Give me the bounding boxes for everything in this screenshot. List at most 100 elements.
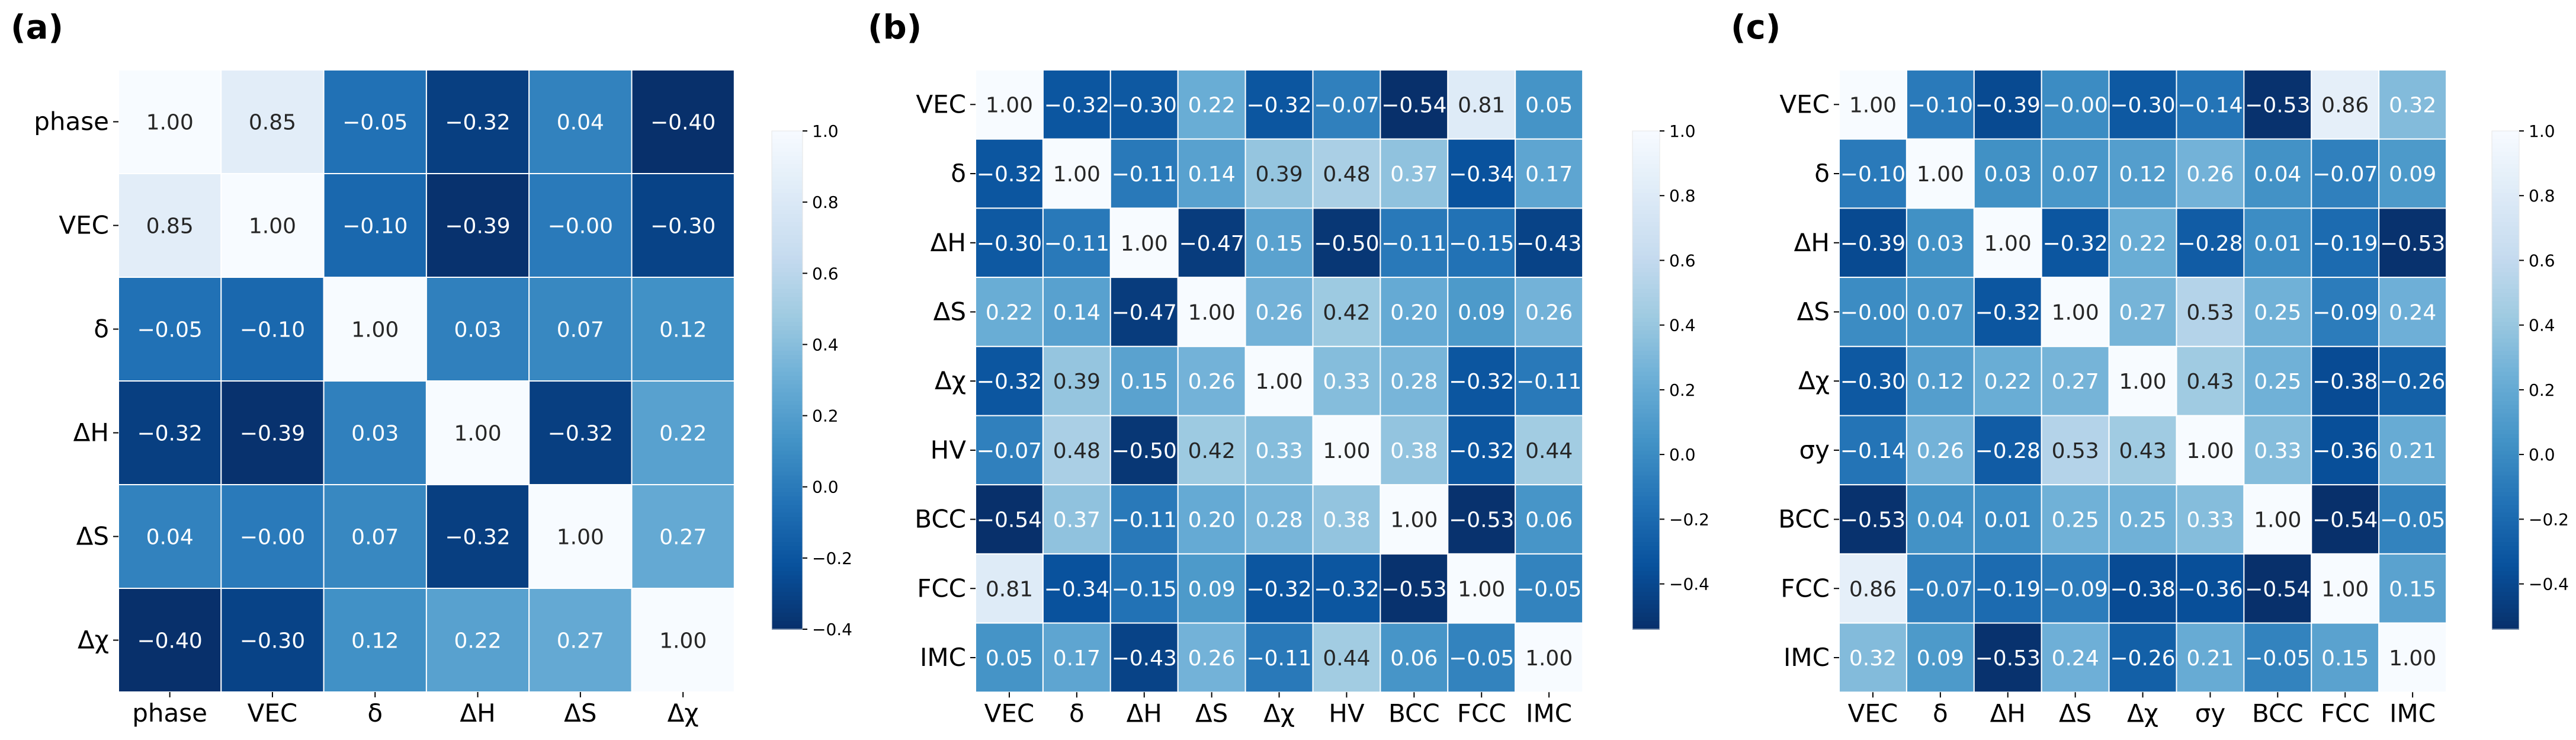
colorbar-segment xyxy=(2492,396,2519,402)
cell-value: −0.05 xyxy=(2380,508,2445,533)
cell-value: −0.32 xyxy=(1449,370,1514,394)
colorbar-segment xyxy=(772,542,803,547)
colorbar-segment xyxy=(772,222,803,228)
cell-value: −0.30 xyxy=(1112,93,1177,117)
colorbar-segment xyxy=(2492,384,2519,389)
heatmap-cell xyxy=(2176,69,2245,140)
colorbar-segment xyxy=(772,595,803,601)
colorbar-segment xyxy=(772,189,803,194)
heatmap-cell xyxy=(975,345,1044,417)
colorbar-segment xyxy=(772,446,803,451)
cell-value: 0.17 xyxy=(1525,162,1573,187)
colorbar-segment xyxy=(2492,620,2519,626)
colorbar-segment xyxy=(1632,496,1660,501)
colorbar-segment xyxy=(772,608,803,613)
colorbar-segment xyxy=(1632,367,1660,373)
colorbar-segment xyxy=(1632,305,1660,310)
x-tick-label: HV xyxy=(1329,699,1365,728)
cell-value: 0.37 xyxy=(1390,162,1438,187)
colorbar-segment xyxy=(772,392,803,398)
colorbar-segment xyxy=(2492,575,2519,580)
heatmap-cell xyxy=(118,484,222,589)
colorbar-segment xyxy=(2492,334,2519,339)
colorbar-segment xyxy=(2492,218,2519,223)
colorbar-segment xyxy=(2492,297,2519,302)
heatmap-cell xyxy=(1380,345,1449,417)
colorbar-tick-label: 0.0 xyxy=(2529,445,2555,464)
colorbar-segment xyxy=(2492,255,2519,261)
colorbar-segment xyxy=(772,371,803,377)
colorbar-segment xyxy=(2492,512,2519,518)
cell-value: 0.27 xyxy=(659,526,707,550)
colorbar-segment xyxy=(2492,264,2519,269)
x-tick-label: δ xyxy=(367,699,383,728)
colorbar-segment xyxy=(2492,571,2519,576)
colorbar-segment xyxy=(772,235,803,240)
x-tick-label: ΔH xyxy=(1990,699,2026,728)
colorbar-segment xyxy=(772,243,803,248)
colorbar-segment xyxy=(772,289,803,294)
colorbar-segment xyxy=(1632,293,1660,298)
y-tick-label: δ xyxy=(951,159,966,188)
colorbar-segment xyxy=(1632,600,1660,605)
cell-value: −0.19 xyxy=(2312,232,2378,256)
colorbar-segment xyxy=(2492,351,2519,356)
colorbar-segment xyxy=(772,583,803,588)
heatmap-cell xyxy=(1312,345,1381,417)
cell-value: 0.37 xyxy=(1053,508,1101,533)
heatmap-cell xyxy=(1905,345,1975,417)
heatmap-cell xyxy=(1973,207,2042,278)
y-tick-label: VEC xyxy=(59,211,109,240)
colorbar-segment xyxy=(1632,210,1660,215)
colorbar-segment xyxy=(1632,297,1660,302)
heatmap-cell xyxy=(1905,207,1975,278)
cell-value: −0.11 xyxy=(1112,508,1177,533)
cell-value: 0.07 xyxy=(557,318,604,342)
cell-value: 0.42 xyxy=(1188,439,1236,463)
colorbar-segment xyxy=(1632,181,1660,186)
colorbar-segment xyxy=(772,301,803,306)
cell-value: −0.32 xyxy=(1449,439,1514,463)
cell-value: −0.47 xyxy=(1179,232,1244,256)
colorbar-segment xyxy=(772,168,803,174)
colorbar-segment xyxy=(772,152,803,157)
colorbar-segment xyxy=(1632,214,1660,219)
colorbar-segment xyxy=(772,413,803,418)
colorbar-segment xyxy=(1632,521,1660,526)
cell-value: −0.54 xyxy=(1381,93,1446,117)
colorbar-segment xyxy=(2492,479,2519,485)
colorbar-segment xyxy=(1632,326,1660,331)
cell-value: 0.09 xyxy=(1917,646,1964,671)
colorbar-segment xyxy=(772,409,803,414)
cell-value: −0.32 xyxy=(1975,300,2041,325)
heatmap-cell xyxy=(1973,69,2042,140)
colorbar-segment xyxy=(1632,164,1660,169)
y-tick-label: ΔS xyxy=(76,522,109,551)
cell-value: 1.00 xyxy=(1323,439,1370,463)
cell-value: 1.00 xyxy=(557,526,604,550)
colorbar-segment xyxy=(1632,284,1660,290)
x-tick-label: ΔS xyxy=(1195,699,1228,728)
colorbar-segment xyxy=(2492,583,2519,588)
cell-value: −0.11 xyxy=(1044,232,1109,256)
colorbar-tick-label: 0.2 xyxy=(2529,380,2555,400)
colorbar-segment xyxy=(1632,595,1660,601)
cell-value: 0.33 xyxy=(1255,439,1303,463)
colorbar-segment xyxy=(2492,371,2519,377)
cell-value: −0.32 xyxy=(977,162,1042,187)
colorbar-segment xyxy=(772,214,803,219)
colorbar-segment xyxy=(1632,152,1660,157)
heatmap-cell xyxy=(118,277,222,382)
colorbar-segment xyxy=(1632,363,1660,369)
cell-value: −0.32 xyxy=(1246,577,1311,601)
cell-value: 0.22 xyxy=(659,422,707,446)
colorbar-segment xyxy=(772,172,803,178)
heatmap-cell xyxy=(1973,345,2042,417)
colorbar-segment xyxy=(2492,434,2519,439)
cell-value: 0.03 xyxy=(1917,232,1964,256)
colorbar-segment xyxy=(1632,488,1660,493)
colorbar-segment xyxy=(2492,554,2519,559)
heatmap-cell xyxy=(1905,277,1975,347)
colorbar-segment xyxy=(2492,392,2519,398)
heatmap-cell xyxy=(425,484,530,589)
